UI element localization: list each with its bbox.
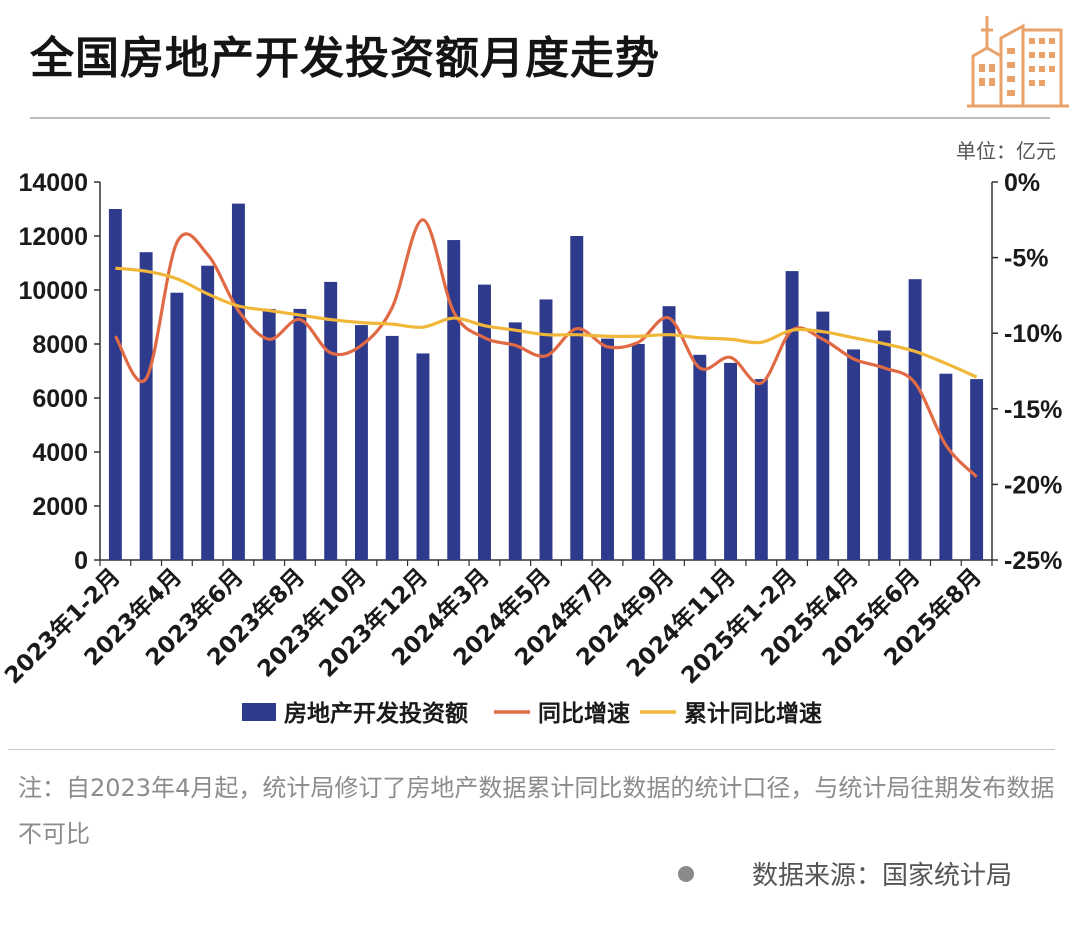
x-tick-label: 2023年12月 (314, 563, 434, 683)
bar (231, 203, 245, 560)
y-right-tick-label: -15% (1004, 396, 1062, 424)
bar (816, 311, 830, 560)
unit-label: 单位：亿元 (956, 139, 1056, 163)
footnote: 注：自2023年4月起，统计局修订了房地产数据累计同比数据的统计口径，与统计局往… (18, 774, 1055, 848)
x-tick-label: 2023年10月 (252, 563, 372, 683)
y-right-tick-label: -10% (1004, 320, 1062, 348)
legend-label: 同比增速 (538, 700, 630, 727)
bar (847, 349, 861, 560)
data-source: 数据来源：国家统计局 (678, 855, 1012, 892)
y-left-tick-label: 0 (74, 547, 88, 575)
bar (201, 265, 215, 560)
page-title: 全国房地产开发投资额月度走势 (30, 33, 660, 84)
y-left-tick-label: 14000 (18, 169, 88, 197)
bar (754, 379, 768, 560)
y-left-tick-label: 8000 (32, 331, 88, 359)
bar (601, 338, 614, 560)
bar (724, 362, 738, 560)
bar (970, 379, 984, 560)
bar (108, 209, 122, 560)
x-tick-label: 2024年11月 (621, 563, 741, 683)
y-left-tick-label: 6000 (32, 385, 88, 413)
y-right-tick-label: -5% (1004, 245, 1048, 273)
bar (877, 330, 891, 560)
title-divider (30, 117, 1050, 119)
bar (324, 281, 338, 560)
bar (139, 252, 153, 560)
y-left-tick-label: 12000 (18, 223, 88, 251)
bar (539, 299, 553, 560)
bar (662, 306, 676, 560)
y-right-tick-label: 0% (1004, 169, 1040, 197)
bar (908, 279, 922, 560)
bullet-icon (678, 865, 694, 882)
y-left-tick-label: 10000 (18, 277, 88, 305)
legend-swatch-bar (242, 703, 276, 721)
bar (385, 335, 399, 560)
data-source-text: 数据来源：国家统计局 (752, 861, 1013, 891)
legend-label: 累计同比增速 (684, 700, 822, 727)
bar (631, 344, 645, 560)
y-right-tick-label: -25% (1004, 547, 1062, 575)
bar (170, 292, 184, 560)
series-line (115, 266, 978, 379)
footer-divider (8, 749, 1055, 750)
series-line (113, 218, 978, 478)
bar (785, 271, 799, 560)
y-right-tick-label: -20% (1004, 471, 1062, 499)
y-left-tick-label: 4000 (32, 439, 88, 467)
bar (354, 325, 368, 560)
legend-label: 房地产开发投资额 (284, 700, 468, 727)
bar (693, 354, 707, 560)
bar (508, 322, 522, 560)
bar (478, 284, 491, 560)
bar (416, 353, 430, 560)
bar (570, 236, 584, 560)
investment-chart: 0 2000 4000 6000 8000 10000 12000 14000 -25% -20%… (0, 169, 1062, 727)
bar (262, 308, 276, 560)
bar (939, 373, 953, 560)
y-left-tick-label: 2000 (32, 493, 88, 521)
buildings-icon (967, 16, 1069, 108)
bar (293, 308, 307, 560)
bar (447, 240, 461, 561)
